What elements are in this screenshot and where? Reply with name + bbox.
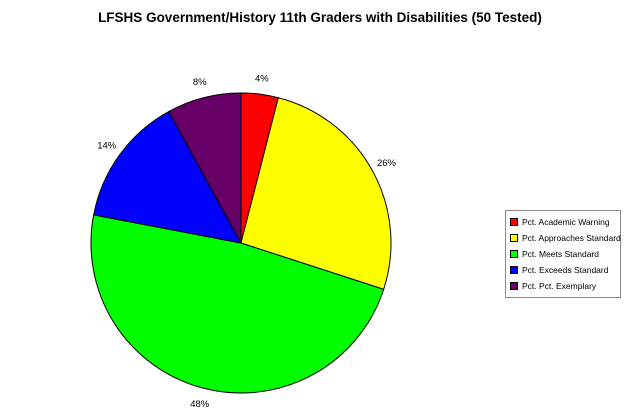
legend-label: Pct. Meets Standard	[522, 249, 600, 259]
pie-labels: 4% 26% 48% 14% 8%	[97, 73, 396, 409]
legend-item: Pct. Exceeds Standard	[510, 262, 616, 278]
legend-swatch	[510, 234, 518, 242]
slice-percent-label: 8%	[193, 77, 207, 88]
legend: Pct. Academic Warning Pct. Approaches Sta…	[505, 210, 621, 298]
legend-swatch	[510, 266, 518, 274]
legend-label: Pct. Pct. Exemplary	[522, 281, 597, 291]
pie-slice-pct-meets-standard	[90, 214, 385, 394]
slice-percent-label: 26%	[377, 158, 397, 169]
legend-item: Pct. Pct. Exemplary	[510, 278, 616, 294]
legend-swatch	[510, 250, 518, 258]
legend-swatch	[510, 282, 518, 290]
legend-item: Pct. Meets Standard	[510, 246, 616, 262]
legend-item: Pct. Academic Warning	[510, 214, 616, 230]
legend-label: Pct. Exceeds Standard	[522, 265, 609, 275]
slice-percent-label: 48%	[190, 399, 210, 410]
pie-slice-pct-pct-exemplary	[168, 92, 242, 244]
legend-item: Pct. Approaches Standard	[510, 230, 621, 246]
pie-slice-pct-exceeds-standard	[93, 110, 242, 244]
slice-percent-label: 14%	[97, 140, 117, 151]
slice-percent-label: 4%	[255, 73, 269, 84]
chart-title: LFSHS Government/History 11th Graders wi…	[98, 10, 542, 25]
pie-slices	[90, 92, 392, 394]
legend-label: Pct. Academic Warning	[522, 217, 610, 227]
pie-slice-pct-approaches-standard	[240, 97, 392, 290]
legend-swatch	[510, 218, 518, 226]
legend-label: Pct. Approaches Standard	[522, 233, 621, 243]
